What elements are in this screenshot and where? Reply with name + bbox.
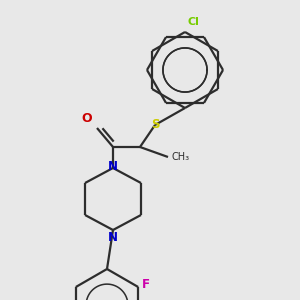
Text: O: O	[81, 112, 92, 125]
Text: N: N	[108, 231, 118, 244]
Text: F: F	[142, 278, 150, 292]
Text: N: N	[108, 160, 118, 173]
Text: Cl: Cl	[187, 17, 199, 27]
Text: CH₃: CH₃	[171, 152, 189, 162]
Text: S: S	[151, 118, 159, 131]
